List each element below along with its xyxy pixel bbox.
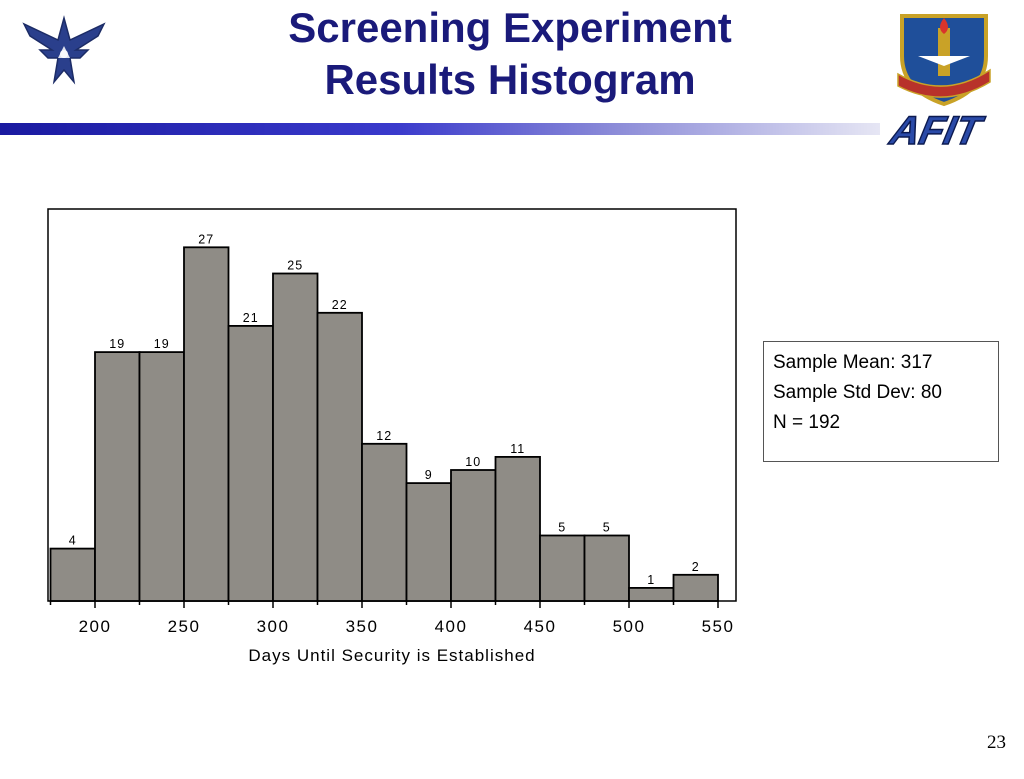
bar-count-label: 5 bbox=[603, 521, 611, 535]
x-tick-label: 400 bbox=[435, 617, 468, 636]
bar-count-label: 11 bbox=[510, 442, 525, 456]
histogram-bar bbox=[316, 311, 363, 602]
bar-count-label: 1 bbox=[647, 573, 655, 587]
title-line-1: Screening Experiment bbox=[288, 4, 732, 51]
bars-group bbox=[49, 246, 719, 602]
x-tick-label: 500 bbox=[613, 617, 646, 636]
x-tick-label: 550 bbox=[702, 617, 735, 636]
bar-count-label: 22 bbox=[332, 298, 348, 312]
histogram-bar bbox=[628, 587, 675, 602]
aetc-shield-icon bbox=[897, 14, 991, 107]
bar-count-label: 27 bbox=[198, 232, 214, 246]
slide-title: Screening Experiment Results Histogram bbox=[200, 2, 820, 106]
histogram-bar bbox=[183, 246, 230, 602]
afit-wordmark-text: AFIT bbox=[886, 107, 989, 152]
bar-count-label: 12 bbox=[376, 429, 392, 443]
histogram-bar bbox=[94, 351, 141, 602]
bar-count-label: 4 bbox=[69, 534, 77, 548]
x-tick-label: 350 bbox=[346, 617, 379, 636]
bar-count-label: 21 bbox=[243, 311, 259, 325]
sample-std-dev: Sample Std Dev: 80 bbox=[773, 382, 942, 403]
bar-count-label: 19 bbox=[109, 337, 125, 351]
sample-mean: Sample Mean: 317 bbox=[773, 352, 933, 373]
histogram-bar bbox=[227, 324, 274, 602]
sample-size: N = 192 bbox=[773, 412, 841, 433]
page-number: 23 bbox=[987, 732, 1006, 753]
x-axis: 200 250 300 350 400 450 500 550 bbox=[49, 601, 735, 636]
title-banner bbox=[0, 123, 880, 135]
summary-stats-box: Sample Mean: 317 Sample Std Dev: 80 N = … bbox=[763, 341, 999, 462]
histogram-bar bbox=[494, 455, 541, 602]
title-line-2: Results Histogram bbox=[324, 56, 696, 103]
bar-count-label: 25 bbox=[287, 259, 303, 273]
afit-wordmark: AFIT bbox=[885, 107, 989, 154]
histogram-bar bbox=[672, 573, 719, 602]
bar-count-label: 2 bbox=[692, 560, 700, 574]
histogram-bar bbox=[539, 534, 586, 602]
bar-count-label: 5 bbox=[558, 521, 566, 535]
bar-count-label: 19 bbox=[154, 337, 170, 351]
bar-count-label: 9 bbox=[425, 468, 433, 482]
histogram-bar bbox=[583, 534, 630, 602]
x-tick-label: 450 bbox=[524, 617, 557, 636]
histogram-bar bbox=[138, 351, 185, 602]
histogram-bar bbox=[49, 547, 96, 602]
x-tick-label: 250 bbox=[168, 617, 201, 636]
histogram-bar bbox=[450, 469, 497, 602]
x-tick-label: 300 bbox=[257, 617, 290, 636]
x-axis-title: Days Until Security is Established bbox=[248, 646, 535, 665]
histogram-bar bbox=[272, 272, 319, 602]
histogram-bar bbox=[361, 442, 408, 602]
x-tick-label: 200 bbox=[79, 617, 112, 636]
air-force-wings-icon bbox=[22, 15, 106, 85]
bar-count-label: 10 bbox=[465, 455, 481, 469]
histogram-bar bbox=[405, 482, 452, 602]
